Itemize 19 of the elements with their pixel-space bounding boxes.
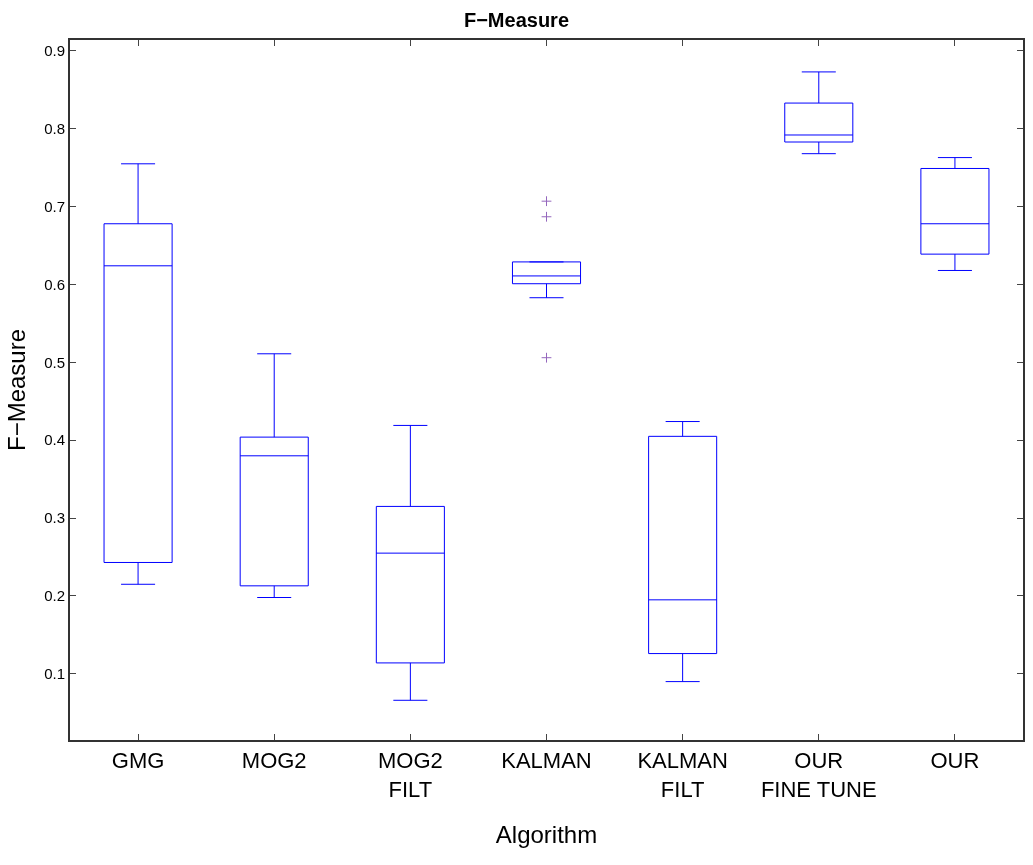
x-tick-label: KALMAN bbox=[501, 748, 592, 774]
y-tick-label: 0.9 bbox=[44, 42, 65, 60]
y-axis-title: F−Measure bbox=[2, 328, 30, 452]
y-tick-label: 0.5 bbox=[44, 353, 65, 371]
y-tick-label: 0.3 bbox=[44, 509, 65, 527]
y-tick-label: 0.1 bbox=[44, 665, 65, 683]
y-tick-label: 0.2 bbox=[44, 587, 65, 605]
x-tick-label: MOG2 FILT bbox=[377, 748, 443, 802]
y-tick-label: 0.8 bbox=[44, 120, 65, 138]
y-tick-label: 0.7 bbox=[44, 197, 65, 215]
y-tick-label: 0.4 bbox=[44, 431, 65, 449]
x-tick-label: OUR bbox=[930, 748, 980, 774]
x-tick-label: GMG bbox=[111, 748, 165, 774]
x-tick-label: MOG2 bbox=[241, 748, 307, 774]
x-tick-label: OUR FINE TUNE bbox=[760, 748, 877, 802]
y-tick-label: 0.6 bbox=[44, 275, 65, 293]
x-axis-title: Algorithm bbox=[495, 820, 598, 848]
x-tick-label: KALMAN FILT bbox=[637, 748, 728, 802]
chart-title: F−Measure bbox=[463, 8, 570, 31]
